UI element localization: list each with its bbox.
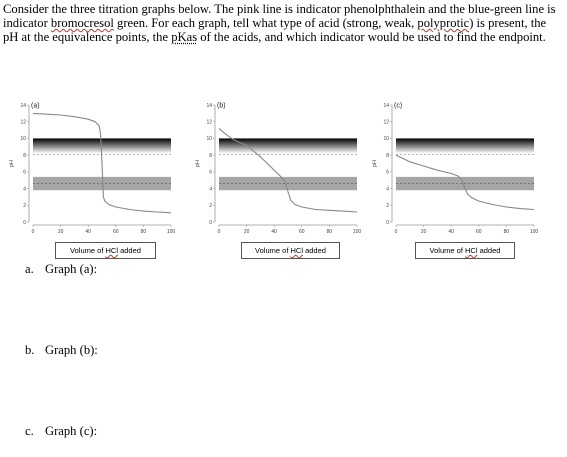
graph-c-svg: 0 2 4 6 8 10 12 14 0 20 40 60 80 100 (c) pH xyxy=(372,103,539,236)
graph-a-svg: 0 2 4 6 8 10 12 14 0 20 40 60 80 100 (a) pH xyxy=(9,103,176,236)
xlabel-suffix: added xyxy=(477,246,501,255)
x-tick-label: 80 xyxy=(327,229,333,235)
y-axis-label: pH xyxy=(195,160,201,167)
xlabel-hcl: HCl xyxy=(465,246,478,255)
x-tick-label: 20 xyxy=(58,229,64,235)
x-tick-label: 40 xyxy=(448,229,454,235)
y-tick-label: 4 xyxy=(209,186,212,192)
y-tick-label: 2 xyxy=(386,203,389,209)
intro-text-3: ) is present, the pH at the equivalence … xyxy=(3,16,547,45)
y-tick-label: 8 xyxy=(23,153,26,159)
word-pkas: pKas xyxy=(171,30,198,45)
y-tick-label: 4 xyxy=(386,186,389,192)
x-tick-label: 0 xyxy=(395,229,398,235)
x-tick-label: 100 xyxy=(530,229,539,235)
y-tick-label: 8 xyxy=(209,153,212,159)
question-c: c. Graph (c): xyxy=(25,424,97,439)
x-tick-label: 80 xyxy=(141,229,147,235)
x-tick-label: 60 xyxy=(476,229,482,235)
x-tick-label: 100 xyxy=(167,229,176,235)
question-number: a. xyxy=(25,262,34,276)
x-tick-label: 20 xyxy=(421,229,427,235)
xlabel-prefix: Volume of xyxy=(255,246,291,255)
xlabel-hcl: HCl xyxy=(290,246,304,255)
x-tick-label: 80 xyxy=(504,229,510,235)
y-tick-label: 2 xyxy=(209,203,212,209)
y-tick-label: 10 xyxy=(383,136,389,142)
y-tick-label: 10 xyxy=(20,136,26,142)
x-tick-label: 40 xyxy=(271,229,277,235)
titration-curve xyxy=(32,112,172,214)
xlabel-suffix: added xyxy=(303,246,326,255)
question-text: Graph (a): xyxy=(45,262,98,276)
x-tick-label: 20 xyxy=(244,229,250,235)
y-axis-label: pH xyxy=(9,160,15,167)
word-polyprotic: polyprotic xyxy=(417,16,470,31)
y-tick-label: 0 xyxy=(386,220,389,226)
graph-b-xlabel: Volume of HCl added xyxy=(241,242,340,259)
y-tick-label: 4 xyxy=(23,186,26,192)
question-number: b. xyxy=(25,343,35,357)
question-a: a. Graph (a): xyxy=(25,262,97,277)
x-tick-label: 0 xyxy=(218,229,221,235)
question-text: Graph (b): xyxy=(45,343,98,357)
x-tick-label: 100 xyxy=(353,229,362,235)
intro-text-1: Consider the three titration graphs belo… xyxy=(3,2,556,31)
graph-c-xlabel: Volume of HCl added xyxy=(415,242,515,259)
question-text: Graph (c): xyxy=(45,424,98,438)
graph-a-xlabel: Volume of HCl added xyxy=(55,242,156,259)
y-tick-label: 0 xyxy=(209,220,212,226)
x-tick-label: 60 xyxy=(299,229,305,235)
intro-text-4: of the acids, and which indicator would … xyxy=(197,30,546,45)
y-tick-label: 14 xyxy=(383,103,389,109)
titration-graph-a: 0 2 4 6 8 10 12 14 0 20 40 60 80 100 (a) pH Volume of H… xyxy=(0,95,180,265)
intro-text-2: green. For each graph, tell what type of… xyxy=(113,16,418,31)
graph-label: (c) xyxy=(394,103,402,110)
y-tick-label: 12 xyxy=(20,120,26,126)
phenolphthalein-band xyxy=(219,138,357,154)
xlabel-suffix: added xyxy=(118,246,141,255)
y-tick-label: 6 xyxy=(23,170,26,176)
x-tick-label: 0 xyxy=(32,229,35,235)
question-number: c. xyxy=(25,424,34,438)
y-tick-label: 6 xyxy=(386,170,389,176)
graph-label: (b) xyxy=(217,103,226,110)
y-tick-label: 10 xyxy=(206,136,212,142)
problem-statement: Consider the three titration graphs belo… xyxy=(3,2,563,45)
y-tick-label: 0 xyxy=(23,220,26,226)
titration-curve xyxy=(395,154,535,211)
y-tick-label: 6 xyxy=(209,170,212,176)
xlabel-prefix: Volume of xyxy=(429,246,465,255)
y-tick-label: 8 xyxy=(386,153,389,159)
titration-graph-b: 0 2 4 6 8 10 12 14 0 20 40 60 80 100 (b) pH Volume of H… xyxy=(186,95,366,265)
y-tick-label: 2 xyxy=(23,203,26,209)
graph-label: (a) xyxy=(31,103,40,110)
phenolphthalein-band xyxy=(33,138,171,154)
y-tick-label: 12 xyxy=(206,120,212,126)
question-b: b. Graph (b): xyxy=(25,343,98,358)
y-tick-label: 14 xyxy=(206,103,212,109)
xlabel-hcl: HCl xyxy=(105,246,119,255)
titration-graph-c: 0 2 4 6 8 10 12 14 0 20 40 60 80 100 (c) pH Volume of H… xyxy=(363,95,543,265)
phenolphthalein-band xyxy=(396,138,534,154)
y-tick-label: 12 xyxy=(383,120,389,126)
graph-b-svg: 0 2 4 6 8 10 12 14 0 20 40 60 80 100 (b) pH xyxy=(195,103,362,236)
x-tick-label: 60 xyxy=(113,229,119,235)
titration-curve xyxy=(218,127,358,213)
y-tick-label: 14 xyxy=(20,103,26,109)
word-bromocresol: bromocresol xyxy=(50,16,114,31)
xlabel-prefix: Volume of xyxy=(70,246,106,255)
x-tick-label: 40 xyxy=(85,229,91,235)
y-axis-label: pH xyxy=(372,160,378,167)
